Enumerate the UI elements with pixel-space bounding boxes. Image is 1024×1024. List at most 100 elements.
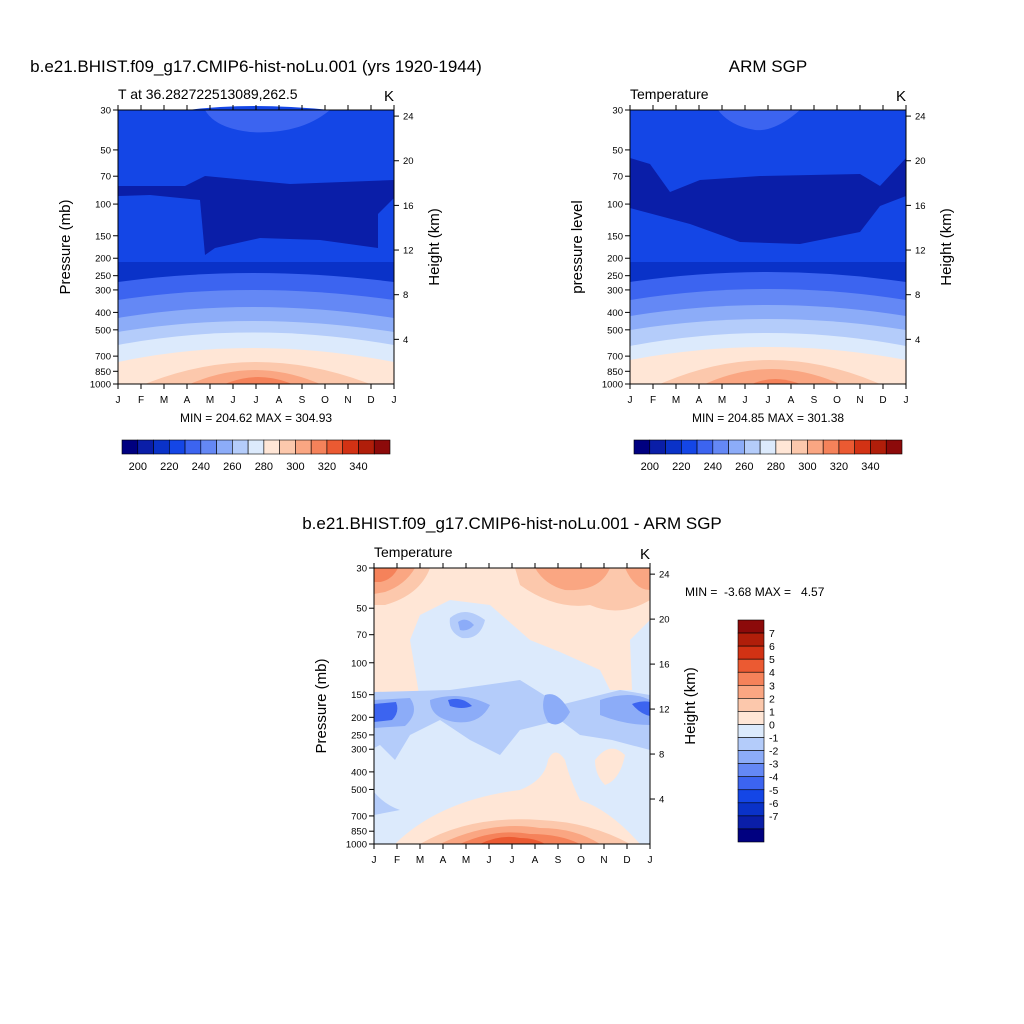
x-tick-label: S (555, 855, 562, 866)
colorbar-swatch (737, 684, 765, 699)
panel-1-colorbar: 200 220 240 260 280 300 320 340 (121, 439, 391, 473)
y-tick-label: 400 (351, 767, 367, 778)
colorbar-label: 300 (286, 461, 304, 473)
panel-1-units: K (384, 88, 394, 105)
diff-band-neg3-tropopause (374, 702, 398, 722)
colorbar-label: 2 (769, 693, 775, 705)
colorbar-swatch (791, 439, 808, 455)
colorbar-label: -2 (769, 746, 778, 758)
panel-2-ylabel: pressure level (569, 200, 586, 293)
diff-band-pos4-top-left (374, 568, 398, 582)
x-tick-label: J (766, 395, 771, 406)
x-tick-label: J (392, 395, 397, 406)
colorbar-swatch (737, 750, 765, 764)
panel-2-subtitle-left: Temperature (630, 86, 709, 102)
colorbar-label: -1 (769, 733, 778, 745)
colorbar-label: 340 (861, 461, 879, 473)
colorbar-swatch (737, 671, 765, 686)
colorbar-label: 240 (192, 461, 210, 473)
x-tick-label: O (321, 395, 329, 406)
x-tick-label: O (577, 855, 585, 866)
y-tick-label: 200 (607, 254, 623, 265)
colorbar-label: 5 (769, 654, 775, 666)
y-tick-label: 250 (607, 271, 623, 282)
colorbar-swatch (737, 789, 765, 804)
y-tick-label: 30 (612, 106, 623, 117)
y-tick-label: 250 (95, 271, 111, 282)
y-tick-label: 400 (95, 308, 111, 319)
colorbar-swatch (310, 439, 328, 455)
y-tick-label: 700 (607, 352, 623, 363)
colorbar-label: 320 (830, 461, 848, 473)
colorbar-swatch (279, 439, 296, 455)
x-tick-label: J (487, 855, 492, 866)
height-tick-label: 24 (403, 112, 414, 123)
x-tick-label: J (648, 855, 653, 866)
y-tick-label: 500 (351, 785, 367, 796)
panel-3-stats: MIN = -3.68 MAX = 4.57 (685, 585, 825, 599)
colorbar-swatch (665, 439, 682, 455)
x-tick-label: D (367, 395, 374, 406)
x-tick-label: S (299, 395, 306, 406)
colorbar-swatch (326, 439, 344, 455)
panel-2-units: K (896, 88, 906, 105)
x-tick-label: O (833, 395, 841, 406)
y-tick-label: 400 (607, 308, 623, 319)
x-tick-label: N (344, 395, 351, 406)
y-tick-label: 300 (95, 285, 111, 296)
y-tick-label: 1000 (602, 380, 623, 391)
colorbar-label: 200 (641, 461, 659, 473)
colorbar-label: 240 (704, 461, 722, 473)
colorbar-swatch (737, 645, 765, 660)
colorbar-swatch (807, 439, 824, 455)
y-tick-label: 850 (95, 367, 111, 378)
y-tick-label: 1000 (90, 380, 111, 391)
colorbar-swatch (712, 439, 729, 455)
x-tick-label: M (718, 395, 726, 406)
colorbar-swatch (737, 711, 765, 725)
diff-band-neg1-lower (374, 792, 400, 815)
height-tick-label: 24 (659, 570, 670, 581)
panel-3-ylabel-right: Height (km) (682, 667, 699, 745)
y-tick-label: 500 (95, 325, 111, 336)
colorbar-label: 6 (769, 641, 775, 653)
panel-1-ylabel-right: Height (km) (426, 208, 443, 286)
panel-2-stats: MIN = 204.85 MAX = 301.38 (692, 411, 844, 425)
x-tick-label: A (788, 395, 795, 406)
colorbar-swatch (680, 439, 698, 455)
x-tick-label: A (696, 395, 703, 406)
y-tick-label: 200 (351, 713, 367, 724)
colorbar-swatch (358, 439, 375, 455)
y-tick-label: 50 (356, 604, 367, 615)
contour-band-tropopause-core (630, 158, 906, 244)
y-tick-label: 70 (100, 172, 111, 183)
diff-band-neg2-tropopause-mid (430, 696, 490, 723)
colorbar-swatch (737, 828, 765, 843)
x-tick-label: F (650, 395, 656, 406)
y-tick-label: 30 (100, 106, 111, 117)
colorbar-label: 220 (160, 461, 178, 473)
y-tick-label: 100 (95, 200, 111, 211)
contour-band-295 (705, 369, 840, 384)
colorbar-swatch (373, 439, 391, 455)
x-tick-label: F (394, 855, 400, 866)
panel-3-subtitle-left: Temperature (374, 544, 453, 560)
colorbar-swatch (737, 658, 765, 673)
colorbar-label: 300 (798, 461, 816, 473)
diff-band-neg3-tropopause-right (632, 701, 650, 716)
colorbar-label: 260 (223, 461, 241, 473)
colorbar-swatch (137, 439, 154, 455)
colorbar-swatch (184, 439, 202, 455)
colorbar-label: 3 (769, 680, 775, 692)
colorbar-swatch (728, 439, 745, 455)
height-tick-label: 16 (659, 660, 670, 671)
colorbar-swatch (342, 439, 359, 455)
x-tick-label: J (116, 395, 121, 406)
diff-band-neg3-tropopause-mid (448, 698, 472, 708)
y-tick-label: 700 (95, 352, 111, 363)
y-tick-label: 150 (351, 690, 367, 701)
colorbar-label: 320 (318, 461, 336, 473)
y-tick-label: 700 (351, 811, 367, 822)
y-tick-label: 850 (351, 827, 367, 838)
colorbar-swatch (885, 439, 903, 455)
